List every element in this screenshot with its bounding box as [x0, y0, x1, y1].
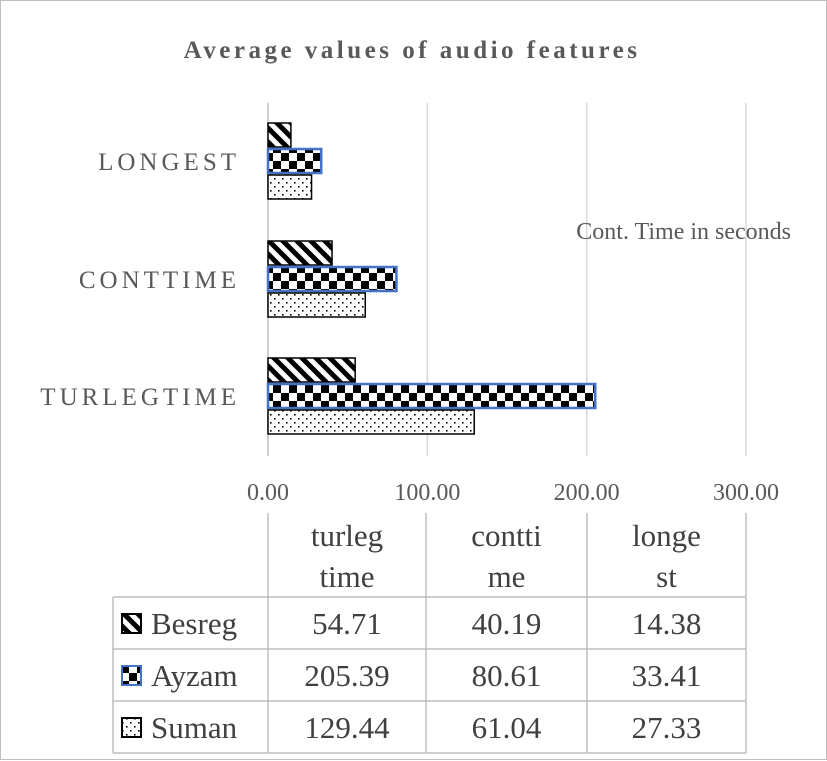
legend-label: Ayzam [151, 658, 238, 693]
category-label: LONGEST [98, 149, 240, 176]
category-label: CONTTIME [79, 267, 240, 294]
bar-ayzam-conttime [266, 265, 398, 293]
table-header-cell: st [656, 559, 677, 594]
table-header-cell: me [488, 559, 526, 594]
table-value-cell: 61.04 [472, 710, 542, 745]
table-header-cell: turleg [311, 518, 383, 553]
x-tick-label: 300.00 [713, 480, 779, 506]
data-table: turleg time contti me longe st Besreg 54.71 40.1… [112, 513, 747, 754]
table-value-cell: 40.19 [472, 606, 542, 641]
legend-label: Besreg [151, 606, 237, 641]
x-tick-label: 100.00 [394, 480, 460, 506]
table-value-cell: 33.41 [632, 658, 702, 693]
bar-suman-longest [267, 174, 313, 200]
table-header-cell: time [319, 559, 374, 594]
category-label: TURLEGTIME [40, 384, 240, 411]
legend-key-besreg [121, 613, 142, 634]
table-value-cell: 14.38 [632, 606, 702, 641]
bar-besreg-longest [267, 122, 292, 148]
table-value-cell: 129.44 [304, 710, 390, 745]
category-labels: TURLEGTIME CONTTIME LONGEST [40, 149, 240, 411]
bar-besreg-conttime [267, 240, 333, 266]
table-value-cell: 54.71 [312, 606, 382, 641]
x-tick-label: 200.00 [554, 480, 620, 506]
table-value-cell: 80.61 [472, 658, 542, 693]
bar-ayzam-turlegtime [266, 382, 597, 410]
bar-suman-conttime [267, 292, 367, 318]
legend-label: Suman [151, 710, 238, 745]
bar-suman-turlegtime [267, 409, 475, 435]
x-tick-labels: 0.00 100.00 200.00 300.00 [247, 480, 779, 506]
legend-key-ayzam [121, 665, 142, 686]
bars [266, 122, 597, 435]
chart-title: Average values of audio features [184, 37, 641, 64]
bar-ayzam-longest [266, 147, 323, 175]
table-header-cell: contti [471, 518, 542, 553]
table-header-cell: longe [632, 518, 701, 553]
axis-annotation: Cont. Time in seconds [576, 219, 791, 245]
table-value-cell: 27.33 [632, 710, 702, 745]
table-value-cell: 205.39 [304, 658, 389, 693]
x-tick-label: 0.00 [247, 480, 289, 506]
bar-besreg-turlegtime [267, 357, 356, 383]
legend-key-suman [121, 717, 142, 738]
